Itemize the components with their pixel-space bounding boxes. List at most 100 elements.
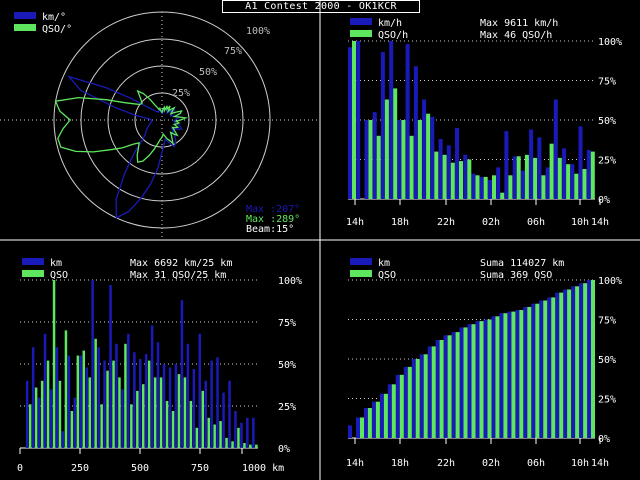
distance-bar-km-33: [216, 357, 219, 448]
cumulative-bar-km-16: [475, 321, 480, 438]
distance-bar-km-30: [198, 333, 201, 448]
distance-y-label-3: 25%: [278, 402, 296, 413]
distance-bar-qso-9: [76, 355, 80, 448]
distance-bar-km-11: [85, 367, 88, 448]
window-title: A1 Contest 2000 - OK1KCR: [222, 0, 420, 13]
distance-bar-qso-4: [46, 360, 50, 448]
distance-bar-qso-11: [88, 377, 91, 448]
distance-bar-qso-34: [225, 437, 228, 448]
cumulative-bar-km-19: [499, 313, 504, 438]
polar-beam-label: Beam:15°: [246, 224, 294, 235]
hourly-bar-kmh-14: [463, 154, 468, 199]
cumulative-bar-qso-15: [471, 324, 476, 438]
hourly-bar-qsoh-0: [352, 41, 356, 199]
distance-bar-qso-36: [237, 427, 240, 448]
distance-legend-label-0: km: [50, 258, 62, 269]
distance-bar-qso-17: [124, 343, 127, 448]
distance-bar-km-21: [144, 353, 148, 448]
cumulative-bar-km-27: [563, 289, 568, 438]
cumulative-bar-qso-27: [567, 289, 572, 438]
distance-bar-qso-38: [249, 444, 252, 448]
cumulative-bar-km-5: [387, 384, 392, 438]
distance-bar-km-37: [240, 422, 243, 448]
polar-legend-swatch-0: [14, 12, 36, 19]
hourly-bar-qsoh-26: [566, 164, 571, 199]
cumulative-bar-qso-22: [527, 306, 532, 438]
cumulative-bar-qso-9: [423, 354, 428, 438]
cumulative-bar-km-13: [451, 332, 456, 438]
cumulative-bar-km-20: [507, 311, 512, 438]
cumulative-bar-km-7: [403, 366, 408, 438]
hourly-y-label-3: 25%: [598, 156, 616, 167]
distance-bar-qso-13: [100, 404, 103, 448]
distance-bar-km-4: [43, 333, 47, 448]
hourly-legend-label-1: QSO/h: [378, 30, 408, 41]
hourly-bar-kmh-21: [520, 170, 525, 199]
distance-bar-km-3: [37, 397, 41, 448]
hourly-bar-qsoh-20: [516, 156, 521, 199]
hourly-bar-kmh-8: [413, 66, 418, 199]
cumulative-legend-swatch-0: [350, 258, 372, 265]
distance-bar-km-29: [192, 369, 196, 448]
cumulative-legend-swatch-1: [350, 270, 372, 277]
hourly-bar-qsoh-3: [376, 135, 381, 199]
polar-ring-label-2: 50%: [199, 67, 217, 78]
cumulative-bar-km-0: [348, 425, 352, 438]
distance-x-label-3: 750: [191, 463, 209, 474]
cumulative-bar-km-18: [491, 316, 496, 438]
distance-bar-km-9: [73, 397, 77, 448]
distance-x-label-0: 0: [17, 463, 23, 474]
hourly-bar-kmh-9: [422, 99, 427, 199]
cumulative-x-label-4: 06h: [527, 458, 545, 469]
hourly-bar-kmh-1: [356, 41, 361, 199]
hourly-bar-qsoh-9: [426, 113, 431, 199]
hourly-bar-kmh-28: [578, 126, 583, 199]
hourly-bar-kmh-20: [512, 156, 517, 199]
cumulative-bar-qso-10: [431, 346, 436, 438]
distance-max-qso: Max 31 QSO/25 km: [130, 270, 226, 281]
cumulative-x-label-0: 14h: [346, 458, 364, 469]
polar-ring-label-3: 25%: [172, 88, 190, 99]
cumulative-bar-km-2: [363, 408, 368, 438]
cumulative-bar-km-28: [571, 286, 576, 438]
hourly-x-label-3: 02h: [482, 217, 500, 228]
hourly-bar-kmh-7: [405, 44, 410, 200]
distance-bar-km-2: [31, 347, 35, 448]
hourly-x-label-0: 14h: [346, 217, 364, 228]
distance-bar-qso-22: [153, 377, 157, 448]
cumulative-bar-qso-20: [511, 311, 516, 438]
distance-bar-km-18: [127, 333, 130, 448]
polar-legend-swatch-1: [14, 24, 36, 31]
cumulative-bar-km-11: [435, 340, 440, 438]
hourly-bar-kmh-10: [430, 116, 435, 199]
hourly-bar-qsoh-15: [475, 175, 480, 199]
distance-y-label-2: 50%: [278, 360, 296, 371]
hourly-bar-qsoh-7: [409, 135, 414, 199]
hourly-y-label-4: 0%: [598, 195, 610, 206]
distance-bar-km-15: [109, 285, 112, 448]
cumulative-bar-km-21: [515, 310, 520, 438]
distance-bar-km-19: [133, 352, 136, 448]
hourly-bar-qsoh-6: [401, 120, 406, 199]
cumulative-bar-km-22: [523, 306, 528, 438]
distance-bar-km-38: [246, 417, 249, 448]
cumulative-bar-qso-24: [543, 300, 548, 438]
cumulative-bar-km-8: [411, 359, 416, 438]
distance-bar-km-31: [204, 380, 207, 448]
cumulative-bar-km-9: [419, 354, 424, 438]
cumulative-bar-km-10: [427, 346, 432, 438]
cumulative-x-label-2: 22h: [437, 458, 455, 469]
cumulative-legend-label-0: km: [378, 258, 390, 269]
distance-bar-km-1: [25, 380, 29, 448]
cumulative-bar-qso-21: [519, 310, 524, 438]
cumulative-bar-qso-1: [360, 417, 364, 438]
distance-bar-km-14: [103, 360, 106, 448]
cumulative-bar-km-30: [587, 280, 591, 438]
distance-bar-km-26: [174, 364, 178, 448]
cumulative-sum-km: Suma 114027 km: [480, 258, 564, 269]
cumulative-y-label-4: 0%: [598, 434, 610, 445]
cumulative-bar-qso-28: [575, 286, 580, 438]
hourly-bar-kmh-2: [364, 120, 369, 199]
distance-bar-km-7: [61, 431, 65, 448]
